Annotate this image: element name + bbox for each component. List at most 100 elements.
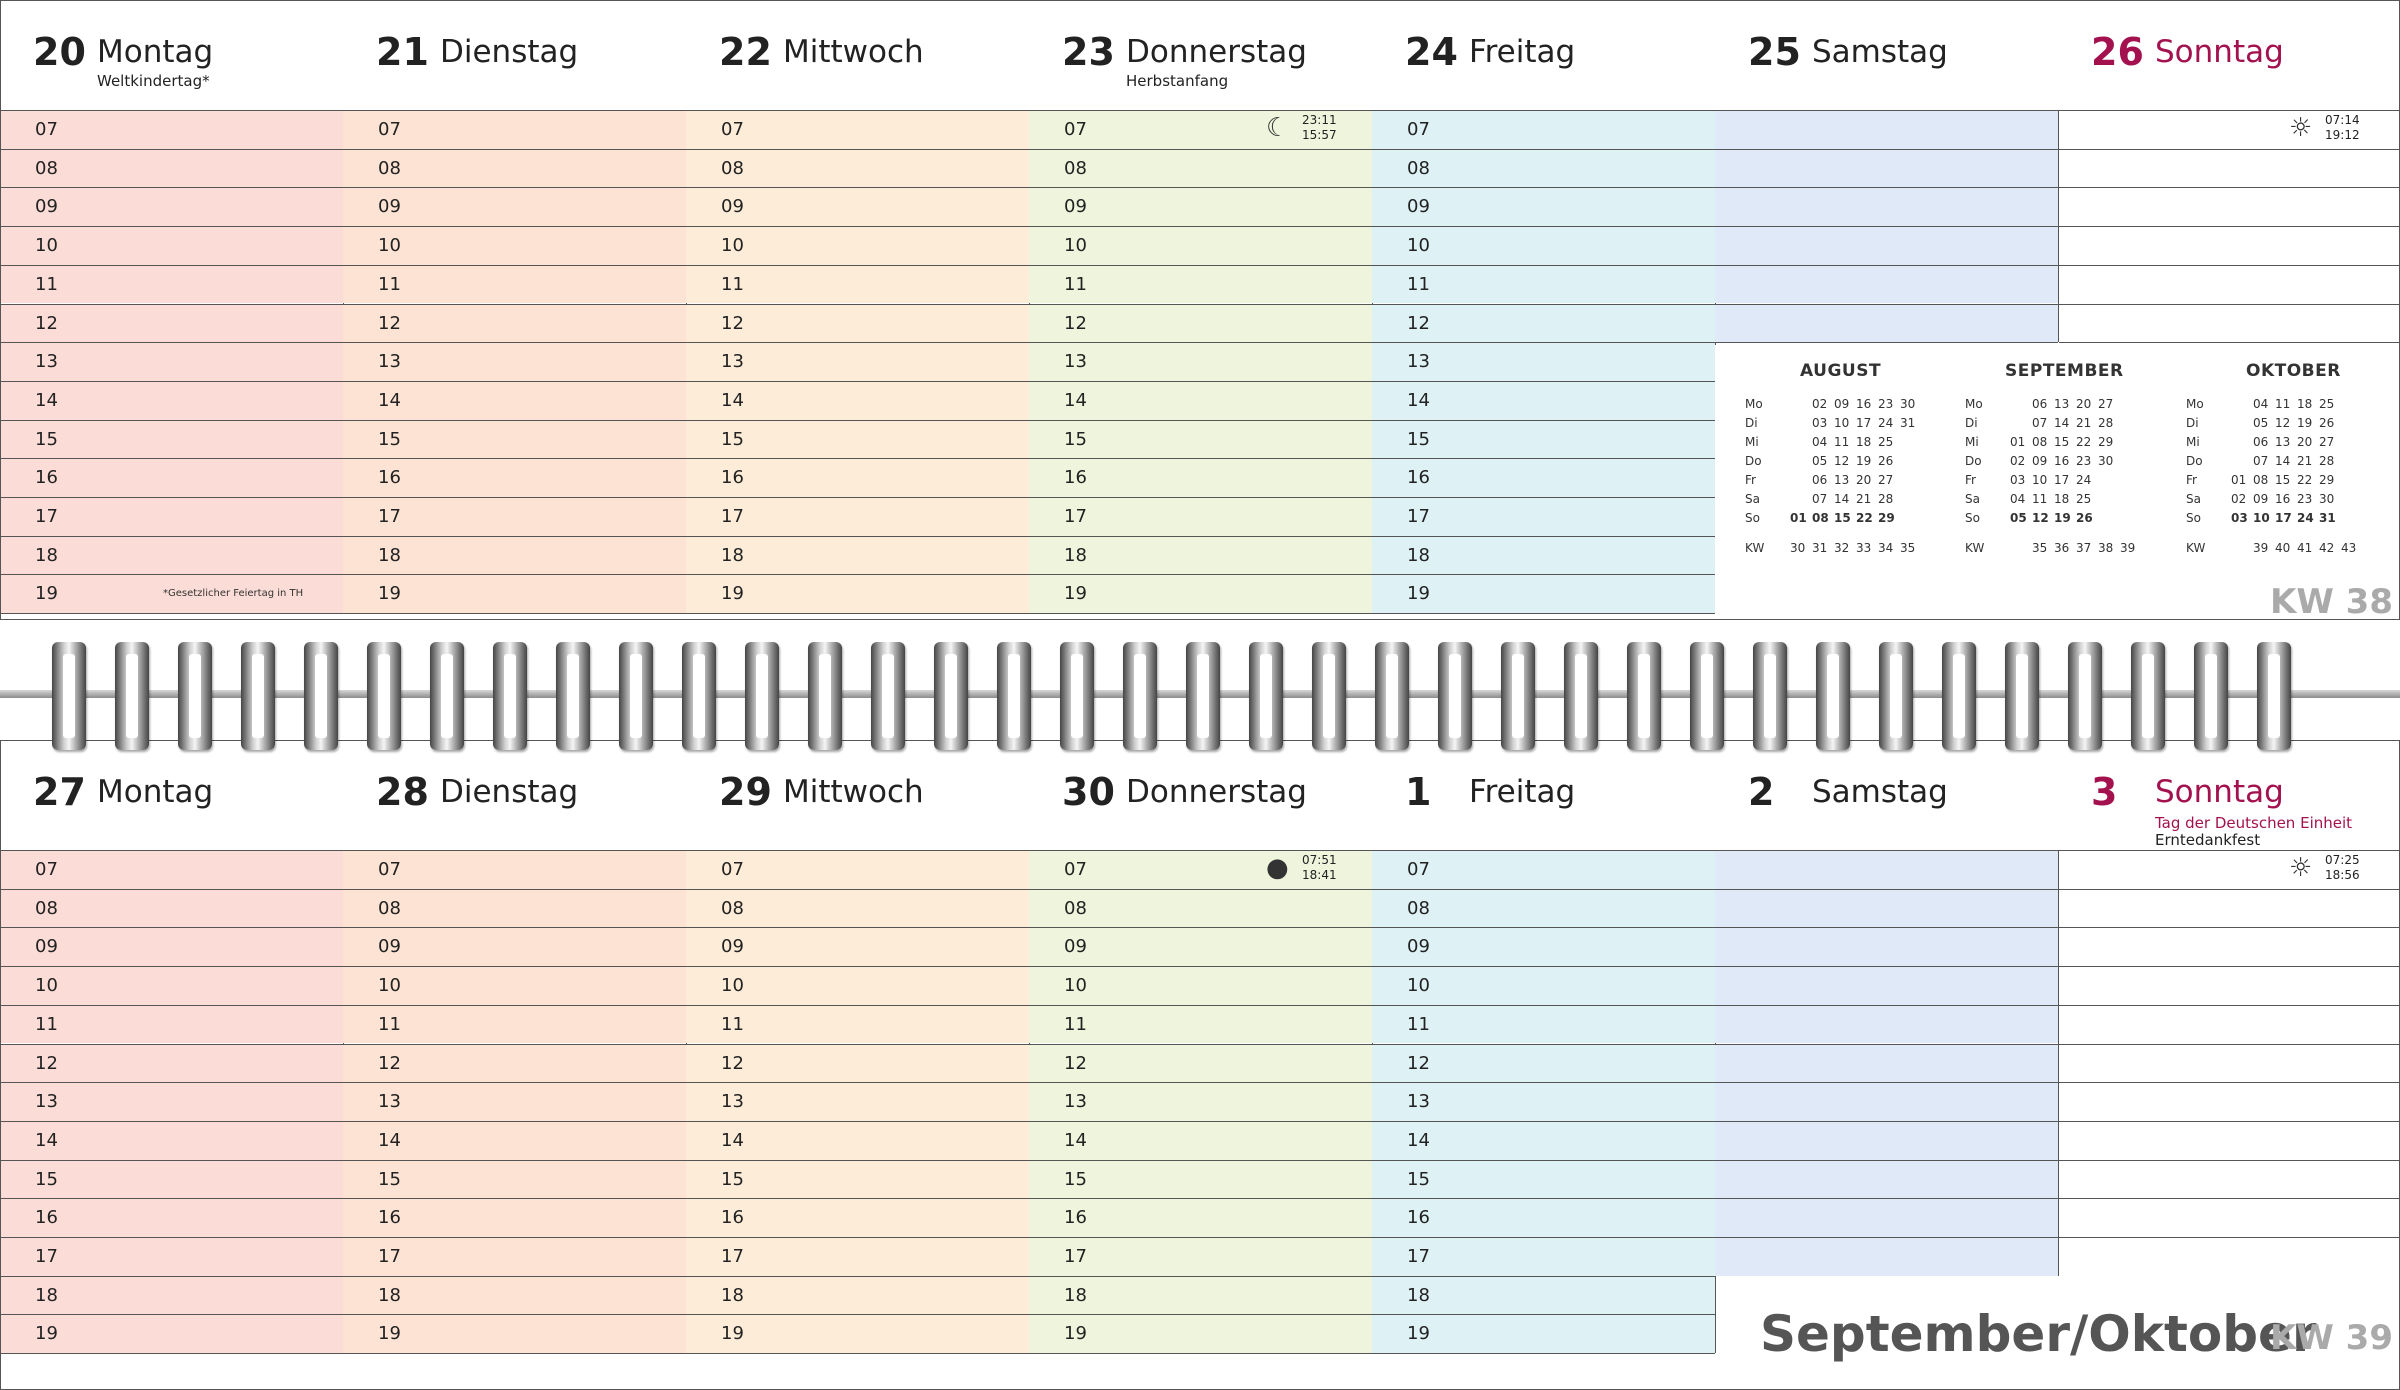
hour-row[interactable]: 10 (686, 966, 1029, 1005)
hour-row[interactable]: 07 (343, 850, 686, 889)
hour-row[interactable]: 10 (1029, 966, 1372, 1005)
hour-row[interactable]: 09 (686, 927, 1029, 967)
hour-row[interactable]: 10 (343, 226, 686, 265)
hour-row[interactable]: 19 (0, 574, 343, 614)
hour-row[interactable] (1715, 850, 2058, 889)
hour-row[interactable]: 08 (343, 888, 686, 928)
hour-row[interactable]: 19 (1029, 1314, 1372, 1354)
hour-row[interactable]: 15 (686, 419, 1029, 459)
hour-row[interactable]: 19 (343, 574, 686, 614)
hour-row[interactable]: 18 (686, 535, 1029, 575)
hour-row[interactable]: 07 (1372, 110, 1715, 149)
hour-row[interactable]: 10 (1372, 966, 1715, 1005)
hour-row[interactable]: 11 (0, 1004, 343, 1044)
hour-row[interactable]: 19 (0, 1314, 343, 1354)
hour-row[interactable]: 12 (1029, 303, 1372, 343)
hour-row[interactable]: 10 (0, 966, 343, 1005)
hour-row[interactable]: 14 (1372, 1120, 1715, 1160)
hour-row[interactable]: 11 (1372, 1004, 1715, 1044)
hour-row[interactable]: 16 (343, 1198, 686, 1237)
hour-row[interactable]: 08 (0, 148, 343, 188)
hour-row[interactable] (1715, 303, 2058, 343)
hour-row[interactable]: 12 (686, 303, 1029, 343)
hour-row[interactable]: 15 (343, 419, 686, 459)
hour-row[interactable]: 12 (0, 303, 343, 343)
hour-row[interactable]: 11 (686, 264, 1029, 304)
hour-row[interactable]: 13 (1372, 1082, 1715, 1121)
hour-row[interactable]: 16 (1029, 458, 1372, 497)
hour-row[interactable]: 18 (686, 1275, 1029, 1315)
hour-row[interactable] (2059, 1004, 2400, 1044)
hour-row[interactable]: 14 (1372, 380, 1715, 420)
hour-row[interactable]: 14 (0, 380, 343, 420)
hour-row[interactable]: 16 (0, 1198, 343, 1237)
hour-row[interactable] (1715, 1043, 2058, 1083)
hour-row[interactable] (1715, 226, 2058, 265)
hour-row[interactable] (1715, 966, 2058, 1005)
hour-row[interactable]: 07 (686, 110, 1029, 149)
hour-row[interactable]: 11 (1029, 1004, 1372, 1044)
hour-row[interactable] (2059, 888, 2400, 928)
hour-row[interactable]: 10 (0, 226, 343, 265)
hour-row[interactable]: 19 (686, 1314, 1029, 1354)
hour-row[interactable]: 15 (343, 1159, 686, 1199)
hour-row[interactable]: 08 (0, 888, 343, 928)
hour-row[interactable]: 18 (0, 1275, 343, 1315)
hour-row[interactable]: 17 (1029, 1237, 1372, 1276)
hour-row[interactable]: 12 (1372, 303, 1715, 343)
hour-row[interactable]: 17 (1372, 497, 1715, 536)
hour-row[interactable]: 14 (1029, 380, 1372, 420)
hour-row[interactable] (1715, 1237, 2058, 1276)
hour-row[interactable] (2059, 1237, 2400, 1276)
hour-row[interactable] (2059, 966, 2400, 1005)
hour-row[interactable] (2059, 303, 2400, 343)
hour-row[interactable]: 09 (1029, 187, 1372, 227)
hour-row[interactable]: 18 (1372, 1275, 1715, 1315)
hour-row[interactable]: 07 (343, 110, 686, 149)
hour-row[interactable] (1715, 1120, 2058, 1160)
hour-row[interactable]: 15 (1372, 1159, 1715, 1199)
hour-row[interactable]: 12 (343, 303, 686, 343)
hour-row[interactable]: 16 (1372, 1198, 1715, 1237)
hour-row[interactable]: 08 (1029, 888, 1372, 928)
hour-row[interactable]: 19 (1372, 1314, 1715, 1354)
hour-row[interactable]: 14 (343, 380, 686, 420)
hour-row[interactable]: 18 (1029, 535, 1372, 575)
hour-row[interactable]: 08 (1372, 888, 1715, 928)
hour-row[interactable]: 18 (1029, 1275, 1372, 1315)
hour-row[interactable]: 09 (1029, 927, 1372, 967)
hour-row[interactable]: 17 (0, 1237, 343, 1276)
hour-row[interactable]: 13 (1029, 342, 1372, 381)
hour-row[interactable] (1715, 888, 2058, 928)
hour-row[interactable]: 09 (1372, 187, 1715, 227)
hour-row[interactable]: 16 (1029, 1198, 1372, 1237)
hour-row[interactable] (2059, 187, 2400, 227)
hour-row[interactable]: 17 (686, 497, 1029, 536)
hour-row[interactable]: 08 (1029, 148, 1372, 188)
hour-row[interactable]: 07 (0, 850, 343, 889)
hour-row[interactable] (2059, 1198, 2400, 1237)
hour-row[interactable]: 15 (1372, 419, 1715, 459)
hour-row[interactable]: 17 (0, 497, 343, 536)
hour-row[interactable]: 09 (686, 187, 1029, 227)
hour-row[interactable]: 18 (343, 1275, 686, 1315)
hour-row[interactable] (1715, 187, 2058, 227)
hour-row[interactable]: 17 (343, 497, 686, 536)
hour-row[interactable] (2059, 1082, 2400, 1121)
hour-row[interactable] (2059, 1159, 2400, 1199)
hour-row[interactable]: 18 (343, 535, 686, 575)
hour-row[interactable]: 13 (0, 342, 343, 381)
hour-row[interactable]: 19 (1372, 574, 1715, 614)
hour-row[interactable]: 09 (1372, 927, 1715, 967)
hour-row[interactable]: 07 (1372, 850, 1715, 889)
hour-row[interactable] (1715, 110, 2058, 149)
hour-row[interactable] (2059, 264, 2400, 304)
hour-row[interactable] (2059, 927, 2400, 967)
hour-row[interactable]: 17 (343, 1237, 686, 1276)
hour-row[interactable] (1715, 1082, 2058, 1121)
hour-row[interactable]: 10 (686, 226, 1029, 265)
hour-row[interactable]: 07 (0, 110, 343, 149)
hour-row[interactable] (1715, 148, 2058, 188)
hour-row[interactable]: 08 (686, 148, 1029, 188)
hour-row[interactable]: 14 (1029, 1120, 1372, 1160)
